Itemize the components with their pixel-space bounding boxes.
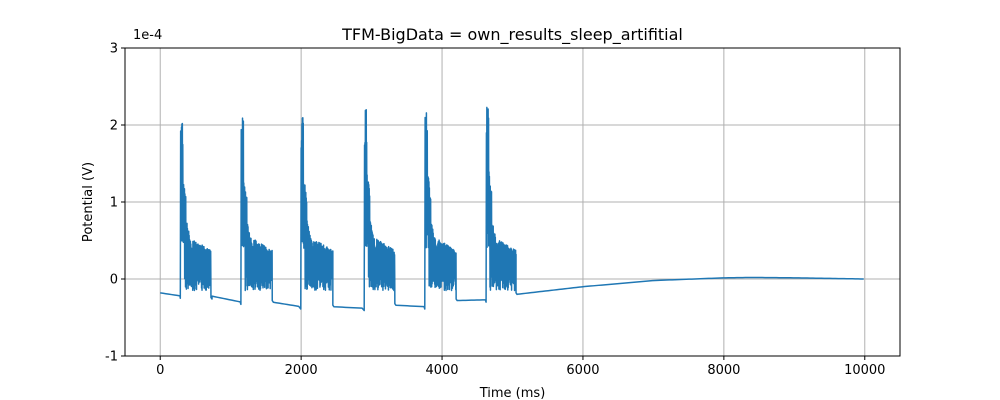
y-tick-label: -1: [105, 350, 118, 365]
x-tick-label: 2000: [285, 363, 318, 378]
x-tick-label: 4000: [425, 363, 458, 378]
potential-series-line: [160, 106, 864, 312]
x-tick-label: 8000: [707, 363, 740, 378]
y-axis-label: Potential (V): [81, 162, 96, 242]
ticks: 0 2000 4000 6000 8000 10000 -1 0 1 2 3: [105, 42, 885, 379]
x-axis-label: Time (ms): [479, 386, 546, 400]
y-axis-offset-label: 1e-4: [133, 28, 162, 43]
x-tick-label: 0: [156, 363, 164, 378]
y-tick-label: 1: [110, 196, 118, 211]
y-tick-label: 0: [110, 273, 118, 288]
x-tick-label: 6000: [566, 363, 599, 378]
chart-title: TFM-BigData = own_results_sleep_artifiti…: [341, 25, 683, 45]
y-tick-label: 3: [110, 42, 118, 57]
y-tick-label: 2: [110, 119, 118, 134]
x-tick-label: 10000: [844, 363, 885, 378]
data-line-layer: [160, 106, 864, 312]
